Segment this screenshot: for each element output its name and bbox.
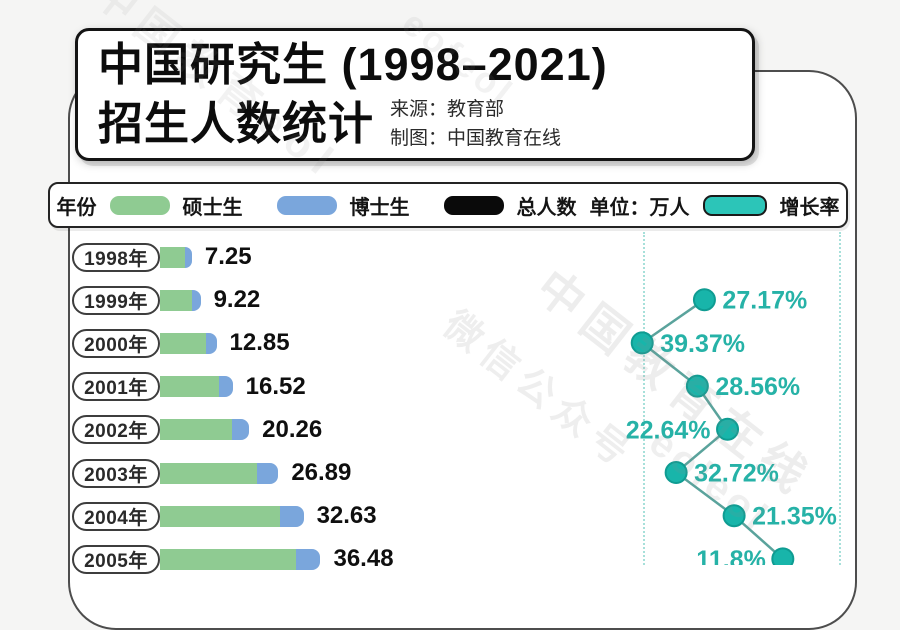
- growth-axis-dotted-right: [839, 232, 841, 565]
- legend-total-label: 总人数: [516, 196, 577, 219]
- legend-doctors-label: 博士生: [349, 196, 410, 219]
- year-pill: 2004年: [72, 501, 160, 531]
- table-row: 2004年 32.63: [72, 501, 377, 531]
- year-pill: 2002年: [72, 415, 160, 445]
- masters-bar-segment: [160, 548, 297, 570]
- legend-year-label: 年份: [56, 196, 97, 219]
- year-pill: 1999年: [72, 285, 160, 315]
- total-value-label: 20.26: [262, 415, 323, 443]
- enrollment-bar: [160, 376, 233, 398]
- title-line-2: 招生人数统计: [98, 98, 375, 149]
- table-row: 2003年 26.89: [72, 458, 351, 488]
- masters-bar-segment: [160, 246, 186, 268]
- table-row: 1999年 9.22: [72, 285, 260, 315]
- total-value-label: 36.48: [333, 545, 394, 573]
- masters-bar-segment: [160, 376, 219, 398]
- total-value-label: 7.25: [204, 243, 252, 270]
- enrollment-bar: [160, 289, 201, 311]
- masters-bar-segment: [160, 419, 233, 441]
- doctors-bar-segment: [279, 505, 304, 527]
- infographic-page: { "title": { "line1": "中国研究生 (1998–2021)…: [48, 0, 857, 630]
- masters-bar-segment: [160, 289, 192, 311]
- masters-bar-segment: [160, 462, 258, 484]
- doctors-bar-segment: [185, 246, 192, 268]
- source-block: 来源：教育部 制图：中国教育在线: [390, 95, 561, 153]
- masters-swatch: [109, 195, 170, 215]
- year-pill: 1998年: [72, 242, 160, 272]
- total-value-label: 26.89: [291, 459, 352, 486]
- enrollment-bar: [160, 419, 250, 441]
- total-value-label: 9.22: [213, 286, 261, 314]
- total-value-label: 32.63: [316, 502, 377, 530]
- year-pill: 2001年: [72, 372, 160, 402]
- masters-bar-segment: [160, 505, 280, 527]
- credit-text: 制图：中国教育在线: [390, 127, 562, 149]
- growth-axis-dotted-left: [643, 232, 645, 565]
- year-pill: 2003年: [72, 458, 160, 488]
- source-text: 来源：教育部: [390, 98, 505, 120]
- doctors-bar-segment: [296, 548, 321, 570]
- year-pill: 2000年: [72, 328, 160, 358]
- table-row: 1998年 7.25: [72, 242, 252, 272]
- legend-masters-label: 硕士生: [182, 196, 243, 219]
- doctors-bar-segment: [191, 289, 201, 311]
- title-line-1: 中国研究生 (1998–2021): [98, 39, 608, 90]
- total-value-label: 16.52: [245, 372, 306, 400]
- enrollment-bar: [160, 505, 304, 527]
- title-box: 中国研究生 (1998–2021) 招生人数统计 来源：教育部 制图：中国教育在…: [75, 28, 755, 161]
- enrollment-bar: [160, 332, 217, 354]
- table-row: 2001年 16.52: [72, 372, 306, 402]
- table-row: 2002年 20.26: [72, 415, 322, 445]
- total-swatch: [443, 195, 504, 215]
- legend-bar: 年份 硕士生 博士生 总人数 单位：万人 增长率: [48, 182, 848, 228]
- legend-growth-label: 增长率: [779, 196, 840, 219]
- growth-swatch: [702, 194, 767, 216]
- table-row: 2005年 36.48: [72, 544, 394, 574]
- year-pill: 2005年: [72, 544, 160, 574]
- total-value-label: 12.85: [229, 329, 290, 357]
- enrollment-bar: [160, 246, 192, 268]
- legend-unit-label: 单位：万人: [589, 196, 690, 219]
- masters-bar-segment: [160, 332, 206, 354]
- enrollment-bar: [160, 548, 321, 570]
- doctors-bar-segment: [218, 376, 233, 398]
- table-row: 2000年 12.85: [72, 328, 290, 358]
- doctors-swatch: [276, 195, 337, 215]
- doctors-bar-segment: [205, 332, 217, 354]
- enrollment-bar: [160, 462, 279, 484]
- doctors-bar-segment: [257, 462, 279, 484]
- doctors-bar-segment: [232, 419, 250, 441]
